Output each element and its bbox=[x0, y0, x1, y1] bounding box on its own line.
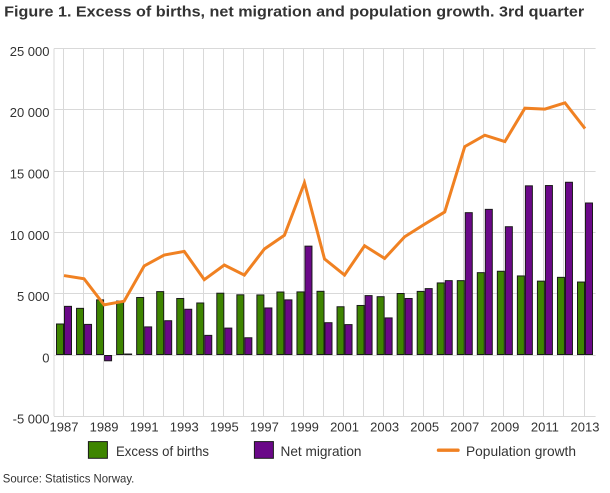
svg-text:1991: 1991 bbox=[130, 420, 159, 435]
svg-text:-5 000: -5 000 bbox=[13, 412, 50, 427]
svg-text:1989: 1989 bbox=[90, 420, 119, 435]
svg-text:2013: 2013 bbox=[571, 420, 600, 435]
svg-text:0: 0 bbox=[42, 350, 49, 365]
svg-text:1999: 1999 bbox=[290, 420, 319, 435]
svg-text:Excess of births: Excess of births bbox=[116, 443, 209, 459]
svg-text:2001: 2001 bbox=[330, 420, 359, 435]
svg-text:1997: 1997 bbox=[250, 420, 279, 435]
svg-text:10 000: 10 000 bbox=[10, 228, 50, 243]
svg-text:15 000: 15 000 bbox=[10, 167, 50, 182]
svg-text:5 000: 5 000 bbox=[17, 289, 50, 304]
svg-text:1993: 1993 bbox=[170, 420, 199, 435]
svg-text:Net migration: Net migration bbox=[281, 443, 362, 459]
svg-text:Figure 1. Excess of births, ne: Figure 1. Excess of births, net migratio… bbox=[4, 4, 584, 21]
svg-text:25 000: 25 000 bbox=[10, 44, 50, 59]
svg-text:1995: 1995 bbox=[210, 420, 239, 435]
svg-text:2005: 2005 bbox=[410, 420, 439, 435]
svg-text:2003: 2003 bbox=[370, 420, 399, 435]
svg-text:20 000: 20 000 bbox=[10, 105, 50, 120]
svg-text:2009: 2009 bbox=[490, 420, 519, 435]
svg-text:1987: 1987 bbox=[50, 420, 79, 435]
svg-text:Source: Statistics Norway.: Source: Statistics Norway. bbox=[3, 471, 135, 485]
svg-text:2011: 2011 bbox=[531, 420, 559, 435]
svg-text:2007: 2007 bbox=[450, 420, 479, 435]
svg-text:Population growth: Population growth bbox=[466, 443, 576, 459]
